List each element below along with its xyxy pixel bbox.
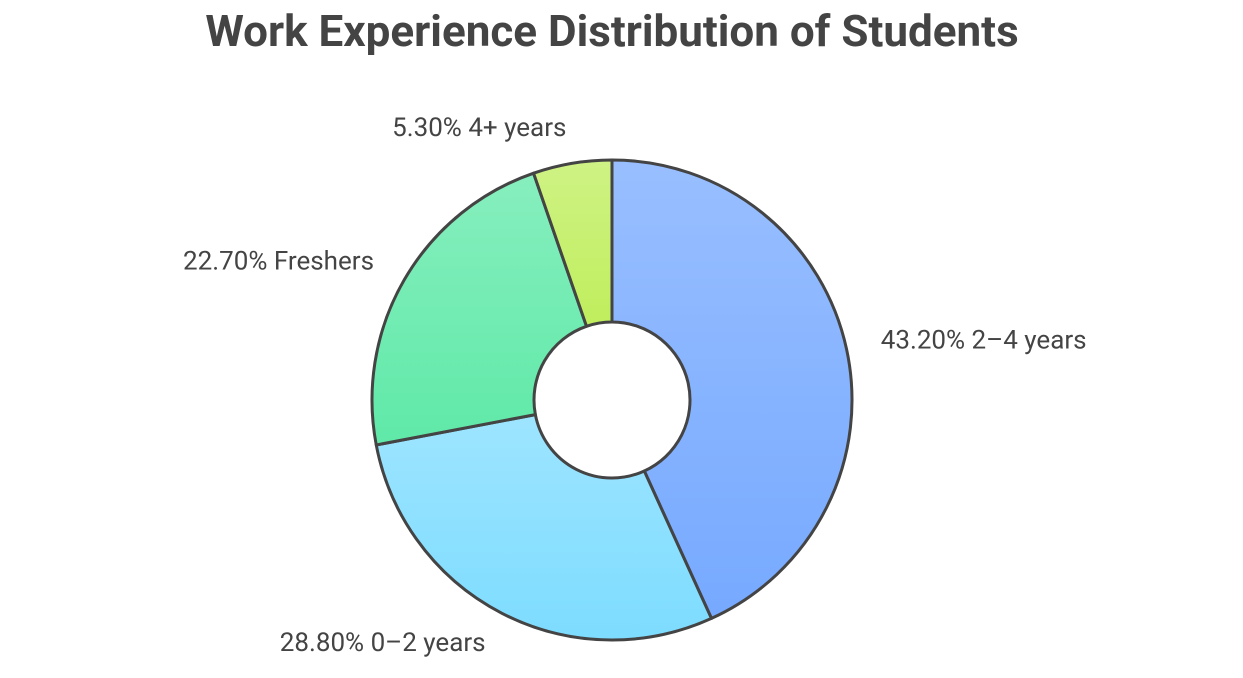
value-label: 28.80% [280,628,364,658]
donut-slice [532,158,614,328]
slice-label: 43.20% 2–4 years [881,326,1087,356]
category-label: 0–2 years [371,628,486,658]
value-label: 22.70% [183,246,267,276]
category-label: Freshers [274,246,374,276]
donut-slice [610,158,854,620]
slice-label: 5.30% 4+ years [392,113,566,143]
category-label: 2–4 years [972,326,1087,356]
donut-slice [374,413,713,642]
chart-title: Work Experience Distribution of Students [205,5,1018,57]
slice-label: 22.70% Freshers [183,246,374,276]
donut-slice [370,171,589,447]
value-label: 43.20% [881,326,965,356]
category-label: 4+ years [468,113,566,143]
value-label: 5.30% [392,113,462,143]
slice-label: 28.80% 0–2 years [280,628,486,658]
